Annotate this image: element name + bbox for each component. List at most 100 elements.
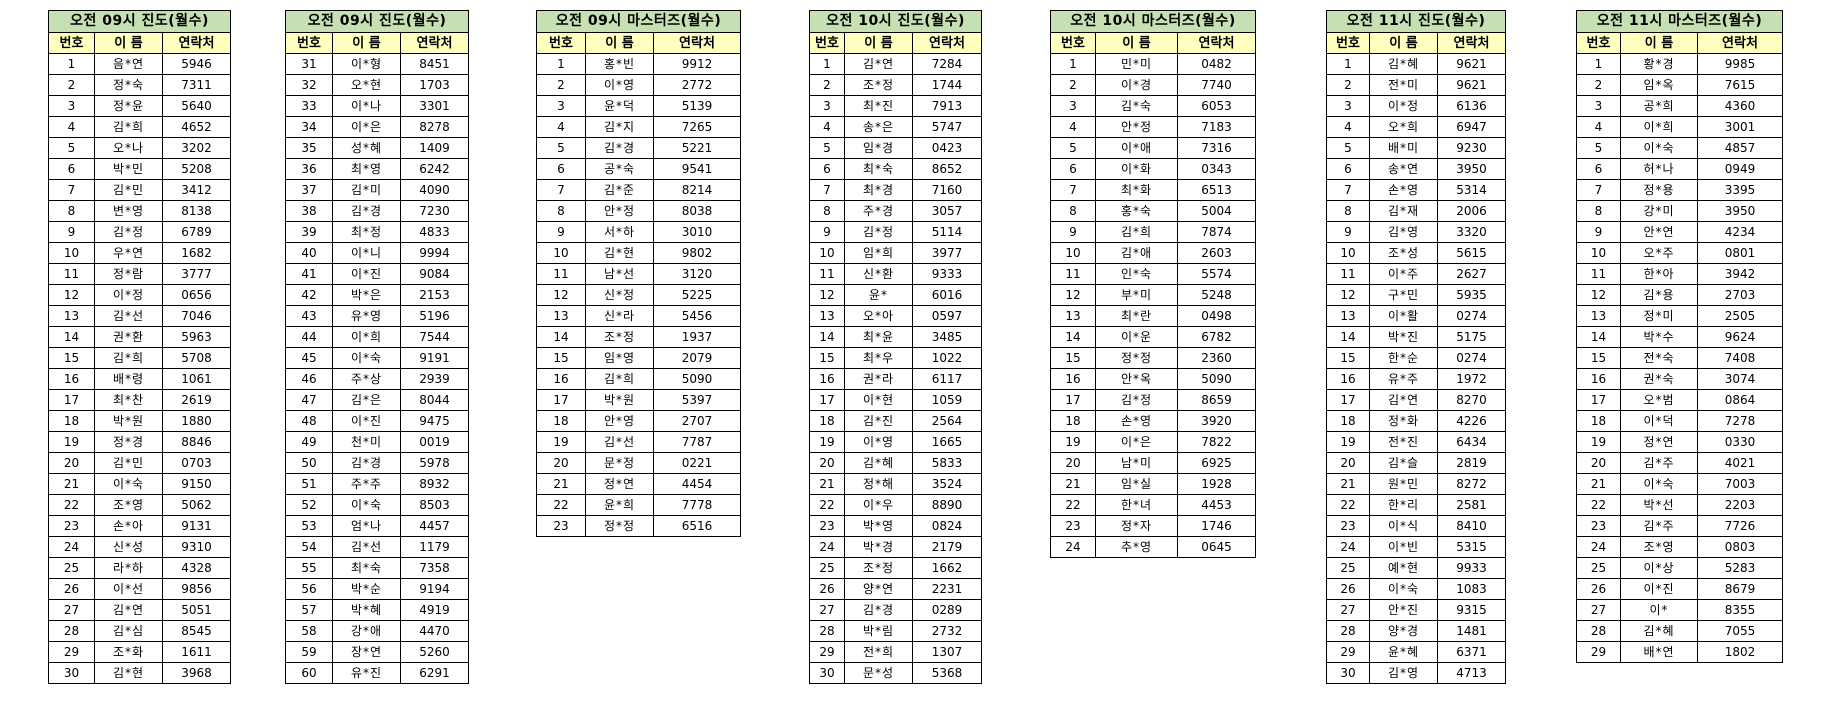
cell-number: 12 xyxy=(1326,284,1370,306)
table-row: 9 김*영 3320 xyxy=(1326,221,1506,243)
table-row: 22 박*선 2203 xyxy=(1576,494,1783,516)
cell-number: 2 xyxy=(809,74,845,96)
cell-contact: 8545 xyxy=(162,620,231,642)
cell-name: 강*미 xyxy=(1620,200,1698,222)
cell-number: 60 xyxy=(285,662,333,684)
cell-number: 15 xyxy=(48,347,95,369)
cell-name: 부*미 xyxy=(1095,284,1178,306)
cell-number: 5 xyxy=(536,137,586,159)
cell-number: 3 xyxy=(1050,95,1096,117)
cell-name: 임*경 xyxy=(844,137,913,159)
table-row: 1 민*미 0482 xyxy=(1050,53,1256,75)
table-row: 7 최*화 6513 xyxy=(1050,179,1256,201)
cell-contact: 0343 xyxy=(1177,158,1256,180)
cell-number: 35 xyxy=(285,137,333,159)
cell-contact: 6117 xyxy=(912,368,982,390)
table-row: 17 오*범 0864 xyxy=(1576,389,1783,411)
cell-number: 4 xyxy=(536,116,586,138)
table-row: 16 배*령 1061 xyxy=(48,368,231,390)
cell-number: 16 xyxy=(1326,368,1370,390)
cell-name: 김*숙 xyxy=(1095,95,1178,117)
header-name: 이 름 xyxy=(1095,32,1178,54)
cell-contact: 1662 xyxy=(912,557,982,579)
cell-contact: 7265 xyxy=(653,116,741,138)
cell-name: 김*희 xyxy=(94,347,163,369)
table-row: 15 전*숙 7408 xyxy=(1576,347,1783,369)
table-row: 42 박*은 2153 xyxy=(285,284,469,306)
cell-number: 30 xyxy=(48,662,95,684)
cell-name: 이*화 xyxy=(1095,158,1178,180)
cell-contact: 0597 xyxy=(912,305,982,327)
cell-contact: 8214 xyxy=(653,179,741,201)
table-row: 2 이*경 7740 xyxy=(1050,74,1256,96)
cell-number: 1 xyxy=(809,53,845,75)
cell-number: 8 xyxy=(1576,200,1621,222)
table-row: 7 최*경 7160 xyxy=(809,179,982,201)
cell-number: 24 xyxy=(1050,536,1096,558)
table-row: 6 허*나 0949 xyxy=(1576,158,1783,180)
table-row: 39 최*정 4833 xyxy=(285,221,469,243)
cell-number: 10 xyxy=(48,242,95,264)
cell-number: 34 xyxy=(285,116,333,138)
table-row: 22 이*우 8890 xyxy=(809,494,982,516)
cell-name: 임*희 xyxy=(844,242,913,264)
cell-number: 4 xyxy=(1576,116,1621,138)
cell-contact: 3010 xyxy=(653,221,741,243)
table-row: 20 김*슬 2819 xyxy=(1326,452,1506,474)
table-row: 57 박*혜 4919 xyxy=(285,599,469,621)
table-row: 28 박*림 2732 xyxy=(809,620,982,642)
cell-number: 27 xyxy=(809,599,845,621)
table-row: 14 박*수 9624 xyxy=(1576,326,1783,348)
cell-contact: 9191 xyxy=(400,347,469,369)
cell-number: 14 xyxy=(1326,326,1370,348)
table-row: 15 임*영 2079 xyxy=(536,347,741,369)
cell-number: 1 xyxy=(1050,53,1096,75)
column-header-row: 번호 이 름 연락처 xyxy=(536,32,741,54)
cell-name: 송*연 xyxy=(1369,158,1438,180)
cell-number: 3 xyxy=(1326,95,1370,117)
cell-number: 12 xyxy=(809,284,845,306)
cell-contact: 7740 xyxy=(1177,74,1256,96)
cell-name: 김*선 xyxy=(94,305,163,327)
table-row: 28 김*심 8545 xyxy=(48,620,231,642)
table-row: 6 최*숙 8652 xyxy=(809,158,982,180)
cell-contact: 9933 xyxy=(1437,557,1506,579)
cell-name: 박*수 xyxy=(1620,326,1698,348)
cell-number: 25 xyxy=(1326,557,1370,579)
roster-table: 오전 09시 진도(월수) 번호 이 름 연락처 1 음*연 5946 2 정*숙 7311 3 정*… xyxy=(48,10,231,684)
cell-contact: 5978 xyxy=(400,452,469,474)
cell-number: 23 xyxy=(809,515,845,537)
cell-number: 1 xyxy=(1576,53,1621,75)
cell-contact: 4919 xyxy=(400,599,469,621)
cell-name: 허*나 xyxy=(1620,158,1698,180)
table-row: 29 윤*혜 6371 xyxy=(1326,641,1506,663)
cell-contact: 0864 xyxy=(1697,389,1783,411)
table-row: 26 이*진 8679 xyxy=(1576,578,1783,600)
table-row: 24 추*영 0645 xyxy=(1050,536,1256,558)
cell-number: 16 xyxy=(1576,368,1621,390)
table-row: 18 정*화 4226 xyxy=(1326,410,1506,432)
cell-contact: 9150 xyxy=(162,473,231,495)
cell-contact: 2203 xyxy=(1697,494,1783,516)
cell-name: 천*미 xyxy=(332,431,401,453)
table-row: 13 정*미 2505 xyxy=(1576,305,1783,327)
cell-number: 9 xyxy=(1576,221,1621,243)
table-row: 8 강*미 3950 xyxy=(1576,200,1783,222)
table-row: 8 김*재 2006 xyxy=(1326,200,1506,222)
cell-number: 11 xyxy=(1050,263,1096,285)
cell-name: 오*현 xyxy=(332,74,401,96)
table-row: 20 남*미 6925 xyxy=(1050,452,1256,474)
header-name: 이 름 xyxy=(94,32,163,54)
cell-name: 박*민 xyxy=(94,158,163,180)
table-row: 52 이*숙 8503 xyxy=(285,494,469,516)
cell-contact: 0274 xyxy=(1437,305,1506,327)
cell-contact: 7311 xyxy=(162,74,231,96)
cell-name: 남*미 xyxy=(1095,452,1178,474)
cell-number: 2 xyxy=(48,74,95,96)
cell-contact: 7316 xyxy=(1177,137,1256,159)
cell-name: 이*정 xyxy=(94,284,163,306)
table-row: 29 조*화 1611 xyxy=(48,641,231,663)
cell-contact: 5248 xyxy=(1177,284,1256,306)
table-row: 6 이*화 0343 xyxy=(1050,158,1256,180)
table-row: 4 김*지 7265 xyxy=(536,116,741,138)
